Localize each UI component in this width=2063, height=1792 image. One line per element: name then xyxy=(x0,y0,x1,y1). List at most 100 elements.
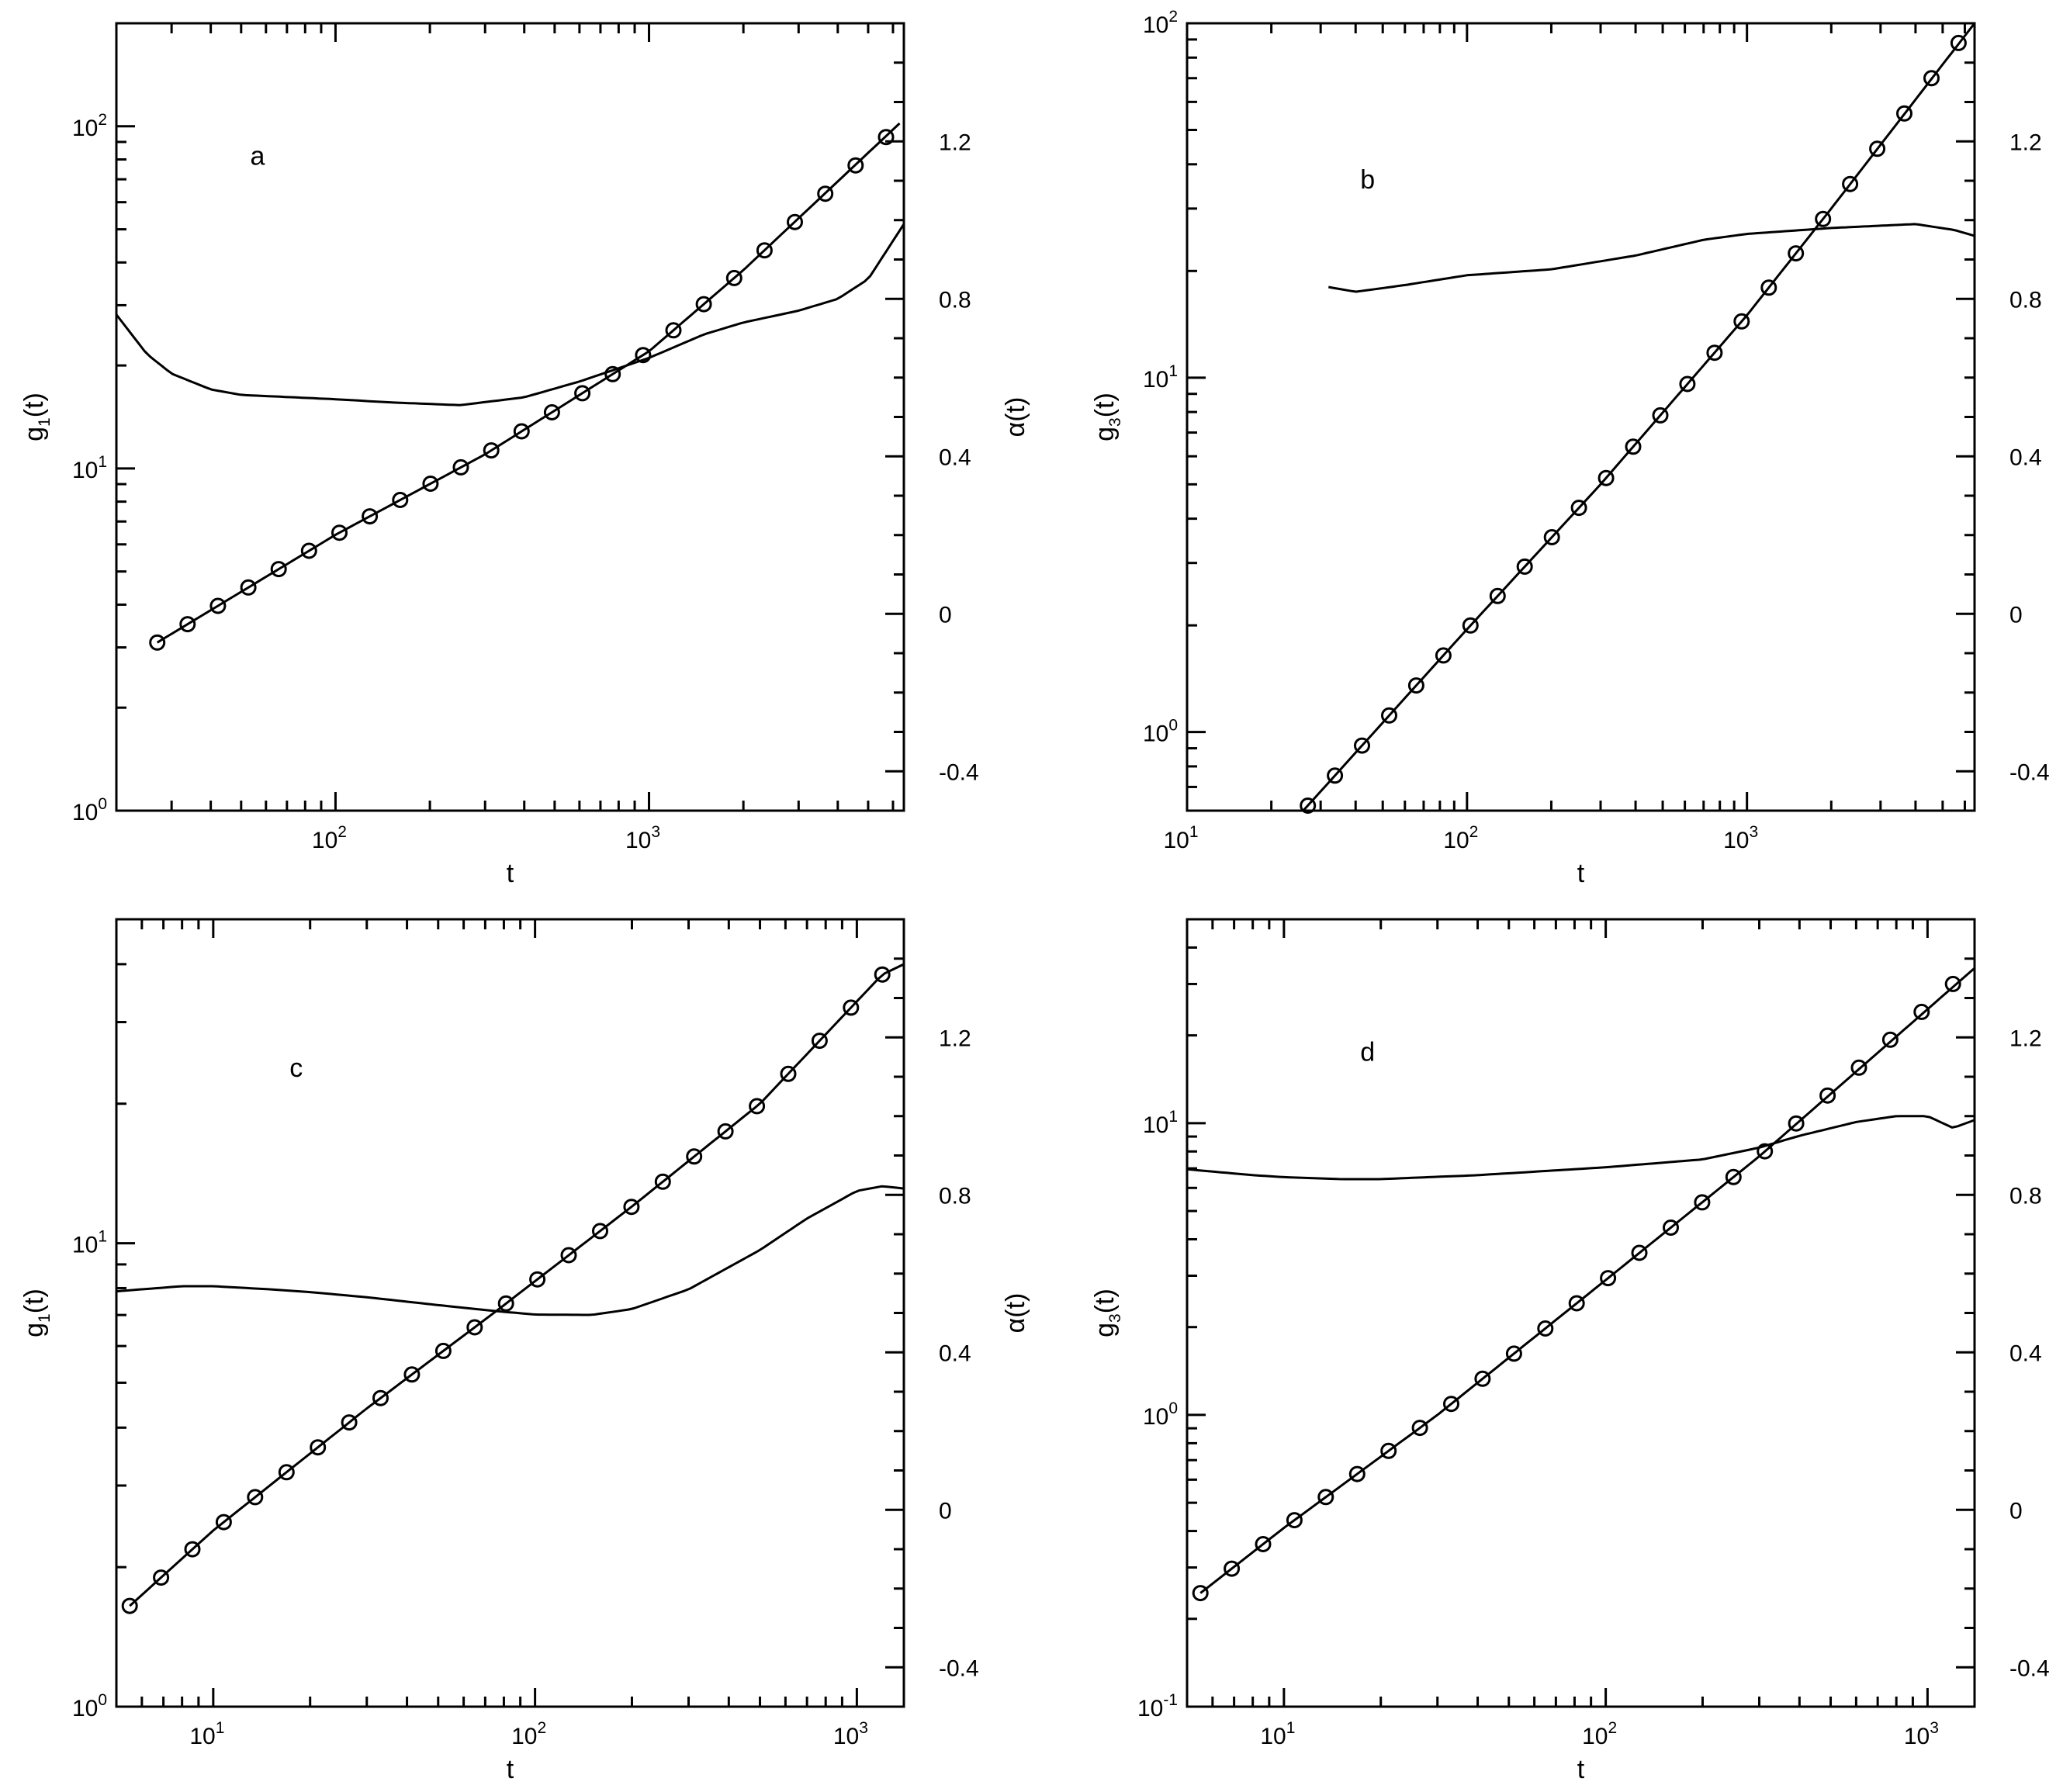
g-data-point xyxy=(1788,1115,1805,1132)
g-data-point xyxy=(1815,210,1832,227)
y-right-tick-label: 0.4 xyxy=(939,445,971,470)
alpha-curve xyxy=(116,1185,904,1316)
g-data-point xyxy=(1327,767,1344,784)
g-data-point xyxy=(372,1389,389,1406)
y-left-tick-label-exponent: 0 xyxy=(98,795,107,813)
plot-frame xyxy=(115,22,905,812)
g-data-point xyxy=(665,322,682,339)
panel-label: c xyxy=(289,1053,303,1083)
y-right-tick-label: 0 xyxy=(2009,602,2023,628)
g-fit-curve xyxy=(156,122,901,644)
y-right-tick-label: 0.8 xyxy=(939,1183,971,1209)
y-right-tick-label: -0.4 xyxy=(939,759,979,785)
g-data-point xyxy=(749,1098,766,1115)
y-left-axis-label-rest: (t) xyxy=(1090,393,1120,417)
g-data-point xyxy=(1286,1512,1303,1529)
x-tick-label: 102 xyxy=(511,1719,546,1749)
x-tick-label-base: 10 xyxy=(833,1724,859,1749)
y-left-axis-label-subscript: 3 xyxy=(1106,1313,1124,1323)
g-data-point xyxy=(1625,438,1642,455)
g-data-point xyxy=(497,1295,514,1312)
y-left-tick-label: 101 xyxy=(72,453,107,483)
y-left-tick-label-base: 10 xyxy=(1143,367,1168,393)
g-data-point xyxy=(483,442,500,459)
g-data-point xyxy=(1462,617,1479,634)
x-tick-label-base: 10 xyxy=(1163,828,1189,853)
g-data-point xyxy=(1896,105,1912,122)
y-left-tick-label: 10-1 xyxy=(1137,1691,1178,1721)
g-data-point xyxy=(1850,1059,1867,1076)
x-tick-label-exponent: 2 xyxy=(1608,1719,1617,1737)
g-data-point xyxy=(560,1247,577,1264)
x-tick-label-exponent: 1 xyxy=(1189,823,1199,841)
panel-label: a xyxy=(251,142,265,171)
y-left-tick-label-base: 10 xyxy=(1143,721,1168,747)
g-data-point xyxy=(877,129,895,146)
y-left-axis-label-base: g xyxy=(1090,427,1120,441)
y-right-tick-label: 0.8 xyxy=(2009,1183,2042,1209)
g-data-point xyxy=(1652,406,1669,424)
panel-d: 10110210310-1100101-0.400.40.81.2tg3(t)α… xyxy=(1090,918,2050,1784)
x-axis-label: t xyxy=(507,859,514,888)
g-data-point xyxy=(592,1223,608,1240)
g-data-point xyxy=(1923,70,1940,87)
g-fit-curve xyxy=(129,963,904,1607)
g-data-point xyxy=(1411,1420,1428,1437)
y-left-tick-label-base: 10 xyxy=(1143,1112,1168,1138)
y-right-tick-label: 1.2 xyxy=(939,130,971,155)
g-data-point xyxy=(1435,647,1452,664)
y-left-tick-label-exponent: 2 xyxy=(1168,8,1178,26)
y-left-tick-label: 102 xyxy=(72,111,107,141)
panel-b: 101102103100101102-0.400.40.81.2tg3(t)α(… xyxy=(1090,8,2050,888)
g-data-point xyxy=(780,1065,797,1082)
y-left-tick-label: 101 xyxy=(72,1228,107,1258)
y-left-tick-label-exponent: 1 xyxy=(1168,1108,1178,1126)
y-left-tick-label: 100 xyxy=(72,1691,107,1721)
g-data-point xyxy=(209,597,227,614)
g-data-point xyxy=(392,492,409,508)
g-data-point xyxy=(240,579,257,596)
g-data-point xyxy=(1381,707,1397,724)
g-data-point xyxy=(574,385,591,402)
g-data-point xyxy=(756,242,773,259)
g-data-point xyxy=(466,1319,483,1336)
g-data-point xyxy=(787,213,803,230)
y-left-axis-label: g1(t) xyxy=(19,393,54,441)
alpha-curve xyxy=(1328,223,1975,293)
g-data-point xyxy=(1543,529,1560,545)
y-right-axis-label: α(t) xyxy=(1001,397,1030,438)
g-data-point xyxy=(695,296,712,313)
y-left-tick-label-exponent: 2 xyxy=(98,111,107,129)
g-data-point xyxy=(121,1597,138,1614)
y-left-tick-label: 100 xyxy=(1143,717,1178,747)
g-data-point xyxy=(817,185,834,202)
g-data-point xyxy=(1224,1560,1241,1577)
g-data-point xyxy=(300,542,317,559)
x-tick-label-exponent: 3 xyxy=(859,1719,868,1737)
x-tick-label-exponent: 3 xyxy=(651,823,660,841)
g-data-point xyxy=(811,1033,828,1050)
y-left-axis-label-base: g xyxy=(19,1323,49,1337)
g-data-point xyxy=(310,1439,327,1456)
y-right-tick-label: -0.4 xyxy=(939,1655,979,1681)
y-left-tick-label-base: 10 xyxy=(72,1233,98,1258)
g-data-point xyxy=(1881,1031,1899,1048)
x-tick-label: 102 xyxy=(1443,823,1478,853)
g-data-point xyxy=(725,269,742,286)
x-tick-label: 102 xyxy=(1582,1719,1617,1749)
y-left-axis-label-rest: (t) xyxy=(1090,1289,1120,1313)
g-data-point xyxy=(717,1123,734,1140)
y-left-tick-label-base: 10 xyxy=(72,1696,98,1721)
plot-frame xyxy=(1186,918,1976,1708)
alpha-curve xyxy=(1187,1115,1975,1181)
g-data-point xyxy=(1505,1345,1522,1362)
g-data-point xyxy=(529,1271,546,1288)
g-data-point xyxy=(1663,1219,1679,1236)
x-tick-label-base: 10 xyxy=(312,828,337,853)
g-data-point xyxy=(1443,1396,1459,1413)
y-left-axis-label-subscript: 3 xyxy=(1106,417,1124,427)
g-data-point xyxy=(331,524,348,541)
y-right-axis-label: α(t) xyxy=(1001,1293,1030,1334)
